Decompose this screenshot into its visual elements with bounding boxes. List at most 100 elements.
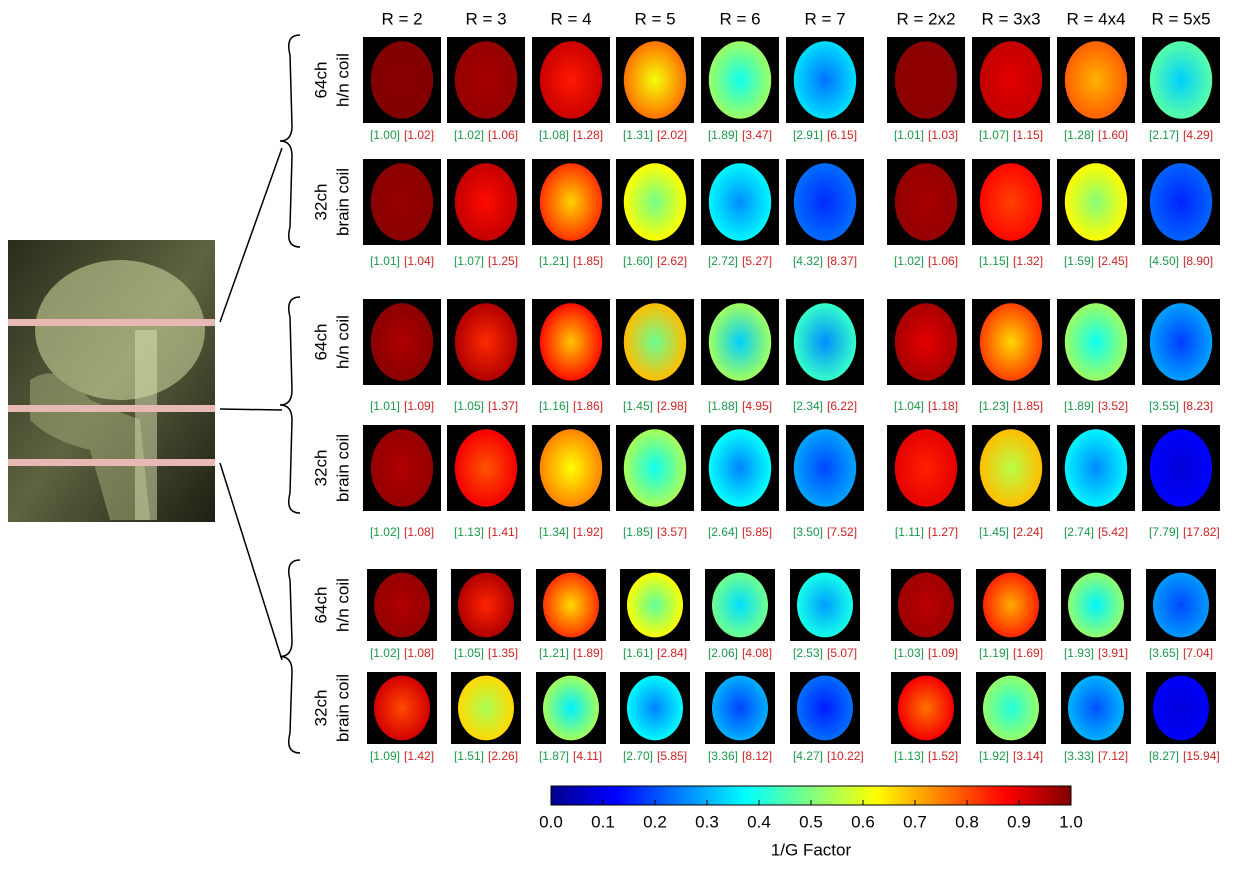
mean-label: [1.04] xyxy=(894,399,924,413)
coil-label: brain coil xyxy=(333,168,352,236)
max-label: [7.04] xyxy=(1183,646,1213,660)
colorbar-tick-label: 0.3 xyxy=(695,812,719,831)
max-label: [1.15] xyxy=(1013,128,1043,142)
colorbar-tick-label: 0.8 xyxy=(955,812,979,831)
colorbar-tick-label: 0.4 xyxy=(747,812,771,831)
max-label: [5.85] xyxy=(657,749,687,763)
g-factor-map xyxy=(895,163,957,240)
g-factor-map xyxy=(1065,41,1127,118)
colorbar-title: 1/G Factor xyxy=(771,840,852,859)
max-label: [3.91] xyxy=(1098,646,1128,660)
colorbar-tick-label: 0.2 xyxy=(643,812,667,831)
g-factor-map xyxy=(709,163,771,240)
g-factor-map xyxy=(1153,573,1209,638)
g-factor-map xyxy=(543,573,599,638)
g-factor-map xyxy=(898,676,954,741)
mean-label: [1.08] xyxy=(539,128,569,142)
g-factor-map xyxy=(895,303,957,380)
mean-label: [2.34] xyxy=(793,399,823,413)
coil-label: brain coil xyxy=(333,434,352,502)
max-label: [1.28] xyxy=(573,128,603,142)
max-label: [1.06] xyxy=(928,254,958,268)
g-factor-map xyxy=(712,573,768,638)
g-factor-map xyxy=(540,41,602,118)
mean-label: [2.17] xyxy=(1149,128,1179,142)
max-label: [3.47] xyxy=(742,128,772,142)
brace xyxy=(280,560,300,753)
max-label: [1.89] xyxy=(573,646,603,660)
g-factor-map xyxy=(980,163,1042,240)
g-factor-map xyxy=(794,41,856,118)
mean-label: [1.31] xyxy=(623,128,653,142)
mean-label: [2.72] xyxy=(708,254,738,268)
max-label: [1.60] xyxy=(1098,128,1128,142)
mean-label: [1.61] xyxy=(623,646,653,660)
g-factor-map xyxy=(1150,303,1212,380)
max-label: [1.32] xyxy=(1013,254,1043,268)
mean-label: [3.33] xyxy=(1064,749,1094,763)
max-label: [10.22] xyxy=(827,749,864,763)
mean-label: [1.16] xyxy=(539,399,569,413)
coil-label: 64ch xyxy=(311,324,330,361)
mean-label: [1.59] xyxy=(1064,254,1094,268)
max-label: [17.82] xyxy=(1183,525,1220,539)
mean-label: [1.07] xyxy=(454,254,484,268)
mean-label: [1.15] xyxy=(979,254,1009,268)
g-factor-map xyxy=(712,676,768,741)
mean-label: [1.03] xyxy=(894,646,924,660)
figure: [1.00][1.02][1.02][1.06][1.08][1.28][1.3… xyxy=(0,0,1234,865)
max-label: [4.08] xyxy=(742,646,772,660)
mean-label: [1.89] xyxy=(708,128,738,142)
mean-label: [2.64] xyxy=(708,525,738,539)
max-label: [8.12] xyxy=(742,749,772,763)
max-label: [2.26] xyxy=(488,749,518,763)
max-label: [1.25] xyxy=(488,254,518,268)
coil-label: h/n coil xyxy=(333,315,352,369)
max-label: [1.86] xyxy=(573,399,603,413)
column-header: R = 4x4 xyxy=(1066,9,1125,28)
colorbar-tick-label: 0.7 xyxy=(903,812,927,831)
g-factor-map xyxy=(624,303,686,380)
g-factor-map xyxy=(624,163,686,240)
g-factor-map xyxy=(540,303,602,380)
g-factor-map xyxy=(797,573,853,638)
mean-label: [1.87] xyxy=(539,749,569,763)
mean-label: [1.88] xyxy=(708,399,738,413)
max-label: [8.90] xyxy=(1183,254,1213,268)
map-grid: [1.00][1.02][1.02][1.06][1.08][1.28][1.3… xyxy=(363,37,1220,763)
column-header: R = 5x5 xyxy=(1151,9,1210,28)
mean-label: [3.50] xyxy=(793,525,823,539)
coil-label: brain coil xyxy=(333,674,352,742)
column-header: R = 4 xyxy=(550,9,591,28)
max-label: [6.15] xyxy=(827,128,857,142)
g-factor-map xyxy=(540,163,602,240)
g-factor-map xyxy=(983,676,1039,741)
max-label: [1.69] xyxy=(1013,646,1043,660)
mean-label: [1.02] xyxy=(370,525,400,539)
max-label: [5.42] xyxy=(1098,525,1128,539)
column-header: R = 5 xyxy=(634,9,675,28)
g-factor-map xyxy=(895,429,957,506)
g-factor-map xyxy=(455,303,517,380)
g-factor-map xyxy=(1150,163,1212,240)
g-factor-map xyxy=(624,429,686,506)
coil-label: h/n coil xyxy=(333,578,352,632)
mean-label: [1.02] xyxy=(454,128,484,142)
g-factor-map xyxy=(374,676,430,741)
max-label: [1.08] xyxy=(404,646,434,660)
mean-label: [3.65] xyxy=(1149,646,1179,660)
mean-label: [1.01] xyxy=(894,128,924,142)
g-factor-map xyxy=(898,573,954,638)
g-factor-map xyxy=(983,573,1039,638)
max-label: [1.92] xyxy=(573,525,603,539)
g-factor-map xyxy=(980,429,1042,506)
g-factor-map xyxy=(371,429,433,506)
mean-label: [1.05] xyxy=(454,646,484,660)
max-label: [5.85] xyxy=(742,525,772,539)
g-factor-map xyxy=(455,429,517,506)
column-header: R = 2 xyxy=(381,9,422,28)
mean-label: [2.91] xyxy=(793,128,823,142)
mean-label: [1.02] xyxy=(370,646,400,660)
g-factor-map xyxy=(455,163,517,240)
max-label: [1.18] xyxy=(928,399,958,413)
